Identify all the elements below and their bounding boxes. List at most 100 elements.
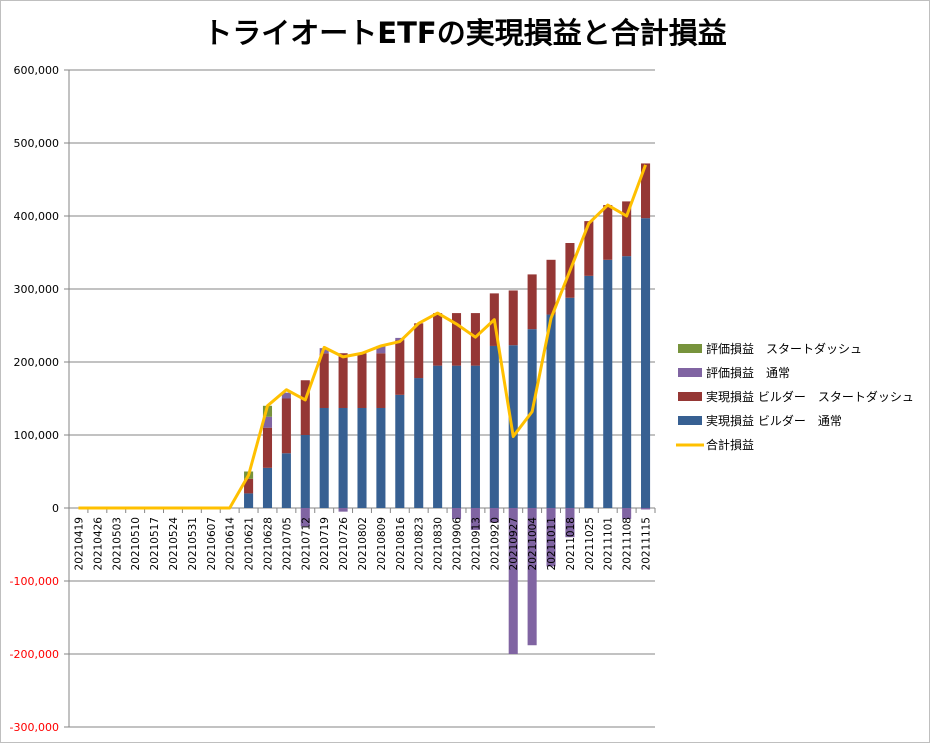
x-tick-label: 20210628	[262, 517, 274, 570]
bar	[470, 313, 480, 366]
bar	[433, 313, 443, 366]
bar	[244, 493, 254, 508]
y-tick-label: 400,000	[14, 210, 60, 223]
y-tick-label: -200,000	[10, 648, 59, 661]
x-tick-label: 20210510	[130, 517, 142, 570]
bar	[546, 314, 556, 508]
bar	[451, 365, 462, 508]
x-tick-label: 20211004	[527, 517, 539, 571]
x-tick-label: 20210802	[357, 517, 369, 570]
bar	[489, 345, 499, 508]
y-tick-label: 200,000	[14, 356, 60, 369]
y-tick-label: 500,000	[14, 137, 60, 150]
x-tick-label: 20210823	[414, 517, 426, 570]
bar	[281, 398, 291, 454]
x-tick-label: 20211115	[641, 517, 653, 570]
bar	[451, 508, 462, 519]
axis-layer: -300,000 -200,000 -100,000 0 100,000 200,000 3…	[10, 64, 656, 734]
bar	[262, 427, 273, 468]
total-line	[78, 164, 647, 510]
bar	[603, 259, 613, 508]
bar	[395, 337, 405, 341]
bar	[338, 407, 348, 508]
bar	[376, 345, 386, 354]
bar	[527, 274, 537, 330]
bar	[641, 218, 651, 508]
bar	[244, 478, 254, 494]
bar	[508, 508, 518, 654]
bar	[546, 259, 556, 315]
bar	[319, 407, 329, 508]
x-tick-label: 20211025	[584, 517, 596, 570]
x-tick-labels: 20210419 20210426 20210503 20210510 20210517…	[73, 517, 652, 571]
legend-swatch	[678, 368, 702, 377]
bar	[527, 329, 537, 508]
x-tick-label: 20210726	[338, 517, 350, 571]
bar	[470, 508, 480, 530]
legend-label: 実現損益 ビルダー 通常	[706, 413, 842, 428]
x-tick-label: 20210830	[433, 517, 445, 570]
legend-swatch	[678, 344, 702, 353]
legend-label: 評価損益 通常	[706, 365, 790, 380]
x-tick-label: 20210607	[206, 517, 218, 570]
bar	[584, 275, 594, 508]
bar	[357, 407, 367, 508]
bar	[281, 453, 291, 508]
bar	[641, 508, 651, 510]
bar	[300, 380, 310, 435]
x-tick-label: 20210524	[168, 517, 180, 571]
bar	[319, 353, 329, 408]
bar	[489, 508, 499, 523]
bar	[357, 353, 367, 408]
bar	[565, 508, 575, 538]
bar	[262, 416, 273, 428]
x-tick-label: 20210816	[395, 517, 407, 571]
line-layer	[78, 164, 647, 510]
bar	[395, 394, 405, 508]
bar	[300, 508, 310, 527]
bar	[527, 508, 537, 646]
x-tick-label: 20210712	[300, 517, 312, 570]
x-tick-label: 20210906	[452, 517, 464, 571]
bar	[376, 407, 386, 508]
x-tick-label: 20211101	[603, 517, 615, 570]
bar	[451, 313, 462, 366]
y-tick-label: -100,000	[10, 575, 59, 588]
x-tick-label: 20211011	[546, 517, 558, 570]
y-tick-label: 300,000	[14, 283, 60, 296]
legend-swatch	[678, 392, 702, 401]
x-tick-label: 20211108	[622, 517, 634, 570]
x-tick-label: 20210705	[281, 517, 293, 570]
x-tick-label: 20210920	[489, 517, 501, 570]
bar-layer	[244, 163, 651, 654]
y-tick-label: 100,000	[14, 429, 60, 442]
bar	[376, 353, 386, 408]
bar	[622, 201, 632, 257]
bar	[338, 353, 348, 408]
bar	[603, 205, 613, 260]
bar	[546, 508, 556, 567]
legend-label: 評価損益 スタートダッシュ	[706, 341, 862, 356]
x-tick-label: 20210927	[508, 517, 520, 570]
bar	[622, 256, 632, 508]
x-tick-label: 20211018	[565, 517, 577, 570]
bar	[641, 163, 651, 219]
bar	[300, 435, 310, 508]
chart-title: トライオートETFの実現損益と合計損益	[203, 16, 727, 50]
bar	[470, 365, 480, 508]
bar	[433, 365, 443, 508]
x-tick-label: 20210913	[470, 517, 482, 570]
bar	[584, 221, 594, 276]
x-tick-label: 20210426	[92, 517, 104, 571]
y-tick-label: 0	[52, 502, 59, 515]
y-tick-label: 600,000	[14, 64, 60, 77]
x-tick-label: 20210503	[111, 517, 123, 570]
bar	[395, 340, 405, 395]
bar	[262, 467, 273, 508]
y-tick-label: -300,000	[10, 721, 59, 734]
legend-swatch	[678, 416, 702, 425]
bar	[338, 508, 348, 512]
